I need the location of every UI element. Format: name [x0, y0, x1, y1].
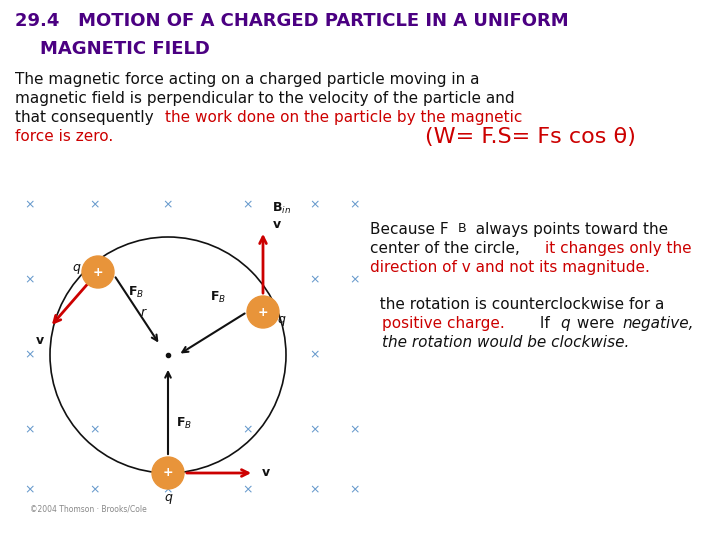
Text: force is zero.: force is zero. [15, 129, 113, 144]
Text: center of the circle,: center of the circle, [370, 241, 525, 256]
Text: the rotation would be clockwise.: the rotation would be clockwise. [382, 335, 629, 350]
Text: positive charge.: positive charge. [382, 316, 505, 331]
Text: the rotation is counterclockwise for a: the rotation is counterclockwise for a [370, 297, 665, 312]
Text: v: v [262, 467, 270, 480]
Text: q: q [277, 314, 285, 327]
Text: $\mathbf{B}_{in}$: $\mathbf{B}_{in}$ [272, 200, 292, 215]
Text: ×: × [310, 423, 320, 436]
Text: ×: × [90, 199, 100, 212]
Text: magnetic field is perpendicular to the velocity of the particle and: magnetic field is perpendicular to the v… [15, 91, 515, 106]
Text: q: q [72, 260, 80, 273]
Text: q: q [164, 491, 172, 504]
Text: v: v [36, 334, 44, 347]
Text: $\mathbf{F}_B$: $\mathbf{F}_B$ [128, 285, 144, 300]
Text: MAGNETIC FIELD: MAGNETIC FIELD [15, 40, 210, 58]
Text: ©2004 Thomson · Brooks/Cole: ©2004 Thomson · Brooks/Cole [30, 505, 147, 514]
Text: ×: × [24, 199, 35, 212]
Text: ×: × [310, 199, 320, 212]
Text: Because F: Because F [370, 222, 449, 237]
Text: ×: × [243, 483, 253, 496]
Text: ×: × [24, 483, 35, 496]
Text: ×: × [24, 348, 35, 361]
Text: it changes only the: it changes only the [545, 241, 692, 256]
Circle shape [247, 296, 279, 328]
Text: 29.4   MOTION OF A CHARGED PARTICLE IN A UNIFORM: 29.4 MOTION OF A CHARGED PARTICLE IN A U… [15, 12, 569, 30]
Text: ×: × [24, 423, 35, 436]
Text: ×: × [163, 483, 174, 496]
Circle shape [152, 457, 184, 489]
Text: ×: × [350, 199, 360, 212]
Text: ×: × [310, 273, 320, 287]
Text: negative,: negative, [622, 316, 693, 331]
Text: (W= F.S= Fs cos θ): (W= F.S= Fs cos θ) [425, 127, 636, 147]
Text: ×: × [243, 199, 253, 212]
Text: ×: × [24, 273, 35, 287]
Text: ×: × [90, 423, 100, 436]
Text: $\mathbf{F}_B$: $\mathbf{F}_B$ [210, 289, 226, 305]
Text: If: If [535, 316, 554, 331]
Text: ×: × [350, 483, 360, 496]
Text: r: r [140, 307, 145, 320]
Text: +: + [93, 266, 103, 279]
Text: $\mathbf{F}_B$: $\mathbf{F}_B$ [176, 415, 192, 430]
Text: ×: × [310, 348, 320, 361]
Text: +: + [163, 467, 174, 480]
Text: that consequently: that consequently [15, 110, 158, 125]
Text: q: q [560, 316, 570, 331]
Text: ×: × [350, 273, 360, 287]
Text: always points toward the: always points toward the [466, 222, 668, 237]
Text: v: v [273, 218, 281, 231]
Text: direction of v and not its magnitude.: direction of v and not its magnitude. [370, 260, 650, 275]
Text: +: + [258, 306, 269, 319]
Text: ×: × [350, 423, 360, 436]
Text: ×: × [310, 483, 320, 496]
Text: ×: × [243, 423, 253, 436]
Text: The magnetic force acting on a charged particle moving in a: The magnetic force acting on a charged p… [15, 72, 480, 87]
Text: were: were [572, 316, 619, 331]
Text: the work done on the particle by the magnetic: the work done on the particle by the mag… [165, 110, 523, 125]
Circle shape [82, 256, 114, 288]
Text: B: B [458, 222, 467, 235]
Text: ×: × [90, 483, 100, 496]
Text: ×: × [163, 199, 174, 212]
